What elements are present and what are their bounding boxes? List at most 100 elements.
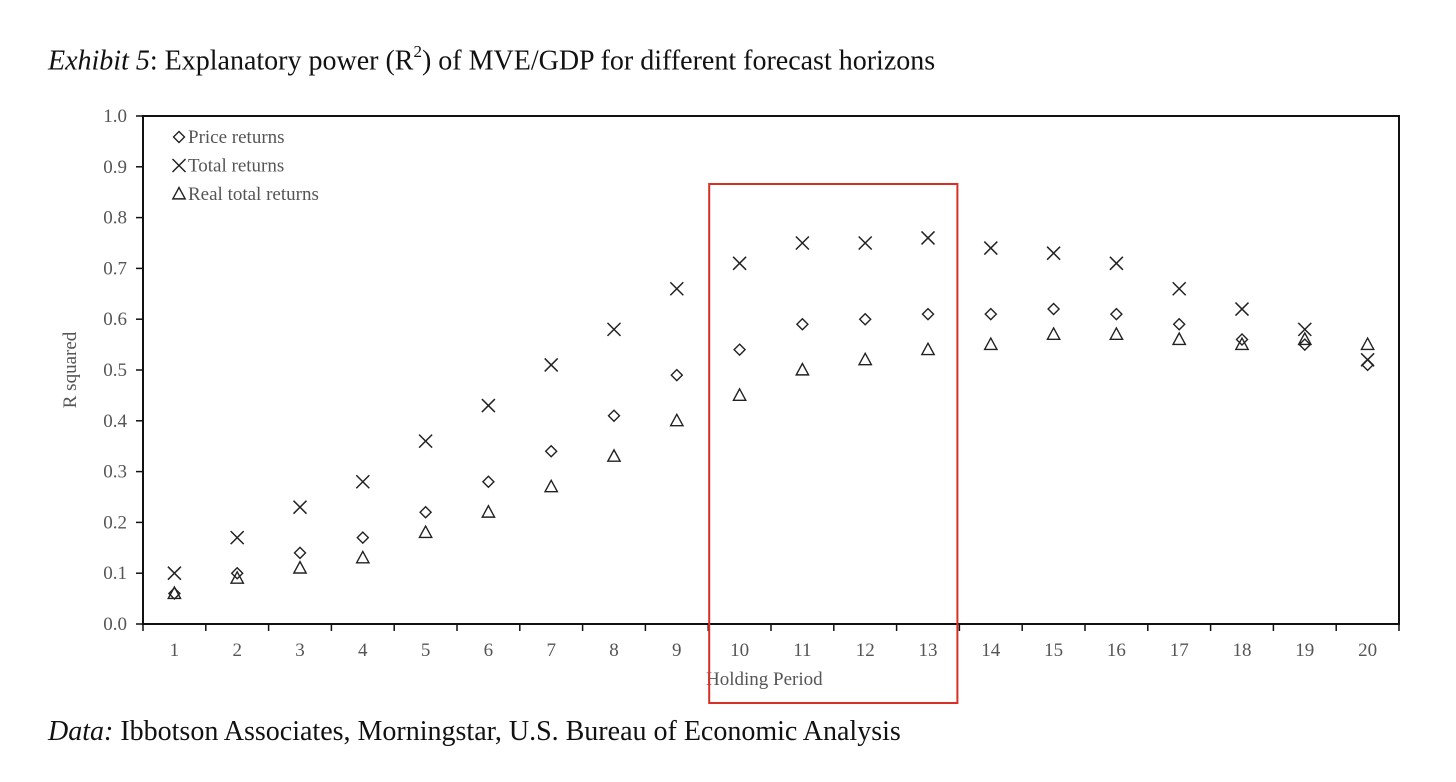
point-triangle [292, 560, 308, 574]
point-x [1297, 322, 1312, 337]
point-diamond [419, 505, 433, 519]
x-tick-label: 11 [793, 640, 811, 661]
point-triangle [1360, 336, 1375, 351]
x-tick-label: 20 [1358, 640, 1377, 661]
source-label: Data: [48, 716, 114, 747]
data-source: Data: Ibbotson Associates, Morningstar, … [48, 716, 901, 748]
x-tick-label: 19 [1295, 640, 1314, 661]
point-triangle [857, 351, 873, 366]
y-tick-label: 0.8 [103, 208, 127, 229]
y-tick-label: 0.6 [103, 309, 127, 330]
y-tick-label: 0.1 [103, 563, 127, 584]
chart-title: Exhibit 5: Explanatory power (R2) of MVE… [48, 42, 936, 77]
legend-label: Real total returns [188, 184, 319, 205]
x-tick-label: 6 [484, 640, 494, 661]
point-diamond [607, 409, 621, 423]
point-diamond [858, 312, 872, 326]
x-tick-label: 10 [730, 640, 749, 661]
point-triangle [606, 448, 622, 462]
legend-marker-diamond [172, 130, 186, 144]
x-tick-label: 3 [295, 640, 305, 661]
point-triangle [481, 504, 496, 518]
point-x [606, 322, 622, 337]
point-triangle [795, 362, 810, 376]
x-tick-label: 8 [609, 640, 619, 661]
exhibit-label: Exhibit 5 [48, 45, 150, 77]
point-diamond [1047, 302, 1061, 316]
source-text: Ibbotson Associates, Morningstar, U.S. B… [113, 716, 901, 747]
y-tick-label: 1.0 [103, 106, 127, 127]
point-x [292, 500, 308, 515]
title-text-before: : Explanatory power (R [149, 45, 414, 77]
x-tick-label: 16 [1107, 640, 1126, 661]
x-tick-label: 4 [358, 640, 368, 661]
point-x [732, 256, 747, 271]
point-x [355, 474, 370, 489]
y-tick-label: 0.9 [103, 157, 127, 178]
y-tick-label: 0.0 [103, 614, 127, 635]
point-diamond [733, 343, 747, 357]
point-triangle [1046, 326, 1061, 341]
point-diamond [1361, 358, 1375, 372]
point-triangle [983, 336, 999, 351]
x-tick-label: 7 [546, 640, 556, 661]
point-diamond [1172, 317, 1186, 331]
point-diamond [795, 317, 809, 331]
point-x [983, 241, 998, 256]
point-triangle [229, 570, 245, 584]
point-diamond [544, 444, 558, 458]
y-tick-label: 0.3 [103, 462, 127, 483]
plot-frame [142, 115, 1400, 625]
point-triangle [418, 524, 433, 539]
point-triangle [1297, 331, 1313, 346]
x-tick-label: 18 [1233, 640, 1252, 661]
y-tick-label: 0.5 [103, 360, 127, 381]
point-x [795, 235, 810, 251]
point-triangle [732, 387, 747, 401]
legend-marker-triangle [171, 186, 187, 200]
point-x [1172, 281, 1187, 296]
point-diamond [984, 307, 998, 321]
point-x [669, 281, 684, 296]
point-x [1109, 256, 1124, 271]
title-superscript: 2 [413, 42, 422, 61]
x-tick-label: 15 [1044, 640, 1063, 661]
x-tick-label: 1 [170, 640, 180, 661]
title-text-after: ) of MVE/GDP for different forecast hori… [421, 45, 936, 77]
point-triangle [167, 585, 182, 600]
point-x [1046, 246, 1061, 261]
point-diamond [670, 368, 684, 382]
y-tick-label: 0.2 [103, 512, 127, 533]
point-diamond [481, 475, 495, 489]
x-tick-label: 12 [856, 640, 875, 661]
y-tick-label: 0.4 [103, 411, 127, 432]
point-x [481, 398, 496, 413]
legend-marker-x [171, 158, 187, 173]
x-tick-label: 5 [421, 640, 431, 661]
x-tick-label: 17 [1170, 640, 1189, 661]
x-tick-label: 2 [232, 640, 242, 661]
point-triangle [355, 549, 371, 564]
point-x [1234, 302, 1250, 317]
point-diamond [293, 546, 307, 560]
y-tick-label: 0.7 [103, 258, 127, 279]
point-x [544, 357, 559, 372]
legend-label: Price returns [188, 127, 285, 148]
highlight-box [708, 183, 959, 704]
point-diamond [356, 531, 370, 545]
point-x [858, 235, 873, 251]
y-axis-title: R squared [60, 331, 81, 408]
point-triangle [1171, 331, 1187, 346]
x-tick-label: 9 [672, 640, 682, 661]
legend-label: Total returns [188, 156, 284, 177]
point-triangle [543, 478, 559, 493]
point-diamond [921, 307, 935, 321]
point-x [230, 530, 245, 545]
x-tick-label: 13 [919, 640, 938, 661]
x-tick-label: 14 [981, 640, 1001, 661]
point-triangle [1234, 336, 1250, 351]
point-diamond [1109, 307, 1123, 321]
point-x [920, 230, 936, 245]
x-axis-title: Holding Period [706, 669, 823, 690]
